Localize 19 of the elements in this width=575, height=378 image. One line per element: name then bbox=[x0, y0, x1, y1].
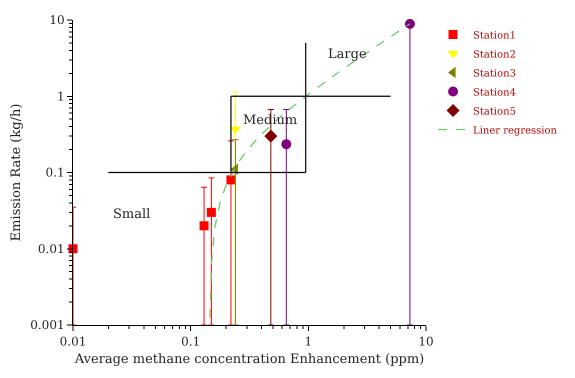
x-axis-title: Average methane concentration Enhancement (ppm) bbox=[74, 352, 424, 367]
y-axis-title: Emission Rate (kg/h) bbox=[9, 104, 24, 242]
x-tick-label: 0.01 bbox=[60, 334, 86, 348]
y-tick-label: 1 bbox=[56, 89, 65, 104]
y-tick-label: 10 bbox=[49, 13, 65, 28]
legend-label: Station1 bbox=[473, 30, 516, 42]
legend-label: Station2 bbox=[473, 49, 516, 60]
annotation: Large bbox=[328, 47, 367, 62]
annotation: Small bbox=[113, 207, 150, 222]
legend-label: Station4 bbox=[473, 87, 516, 98]
legend-label: Station3 bbox=[473, 68, 516, 80]
x-tick-label: 10 bbox=[418, 334, 434, 348]
y-tick-label: 0.1 bbox=[46, 166, 65, 180]
legend-label: Station5 bbox=[473, 106, 516, 118]
legend-label: Liner regression bbox=[473, 125, 558, 136]
x-tick-label: 0.1 bbox=[181, 334, 200, 348]
y-tick-label: 0.001 bbox=[30, 318, 65, 332]
x-tick-label: 1 bbox=[304, 334, 312, 348]
y-tick-label: 0.01 bbox=[38, 242, 65, 256]
